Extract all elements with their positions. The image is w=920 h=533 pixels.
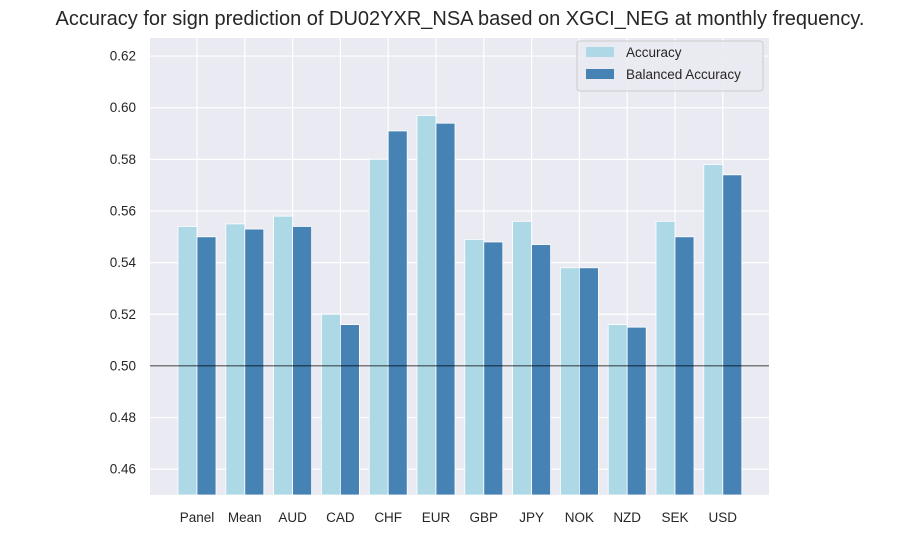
bar-accuracy (177, 226, 198, 496)
bar-balanced-accuracy (579, 267, 599, 496)
bar-accuracy (273, 215, 294, 496)
y-tick-label: 0.50 (110, 358, 136, 373)
x-tick-label: SEK (661, 510, 688, 525)
x-tick-label: NZD (613, 510, 641, 525)
bar-accuracy (225, 223, 246, 496)
bar-accuracy (320, 313, 341, 496)
y-tick-label: 0.56 (110, 203, 136, 218)
bar-balanced-accuracy (292, 226, 313, 496)
x-tick-label: Mean (228, 510, 262, 525)
x-tick-label: AUD (278, 510, 307, 525)
y-tick-label: 0.58 (110, 152, 136, 167)
bar-accuracy (368, 158, 389, 496)
legend: Accuracy Balanced Accuracy (576, 40, 764, 92)
bar-accuracy (512, 220, 532, 496)
bar-balanced-accuracy (626, 326, 647, 496)
y-axis: 0.46 0.48 0.50 0.52 0.54 0.56 0.58 0.60 0.62 (110, 49, 137, 477)
bar-accuracy (703, 164, 724, 496)
y-tick-label: 0.48 (110, 410, 136, 425)
bar-accuracy (464, 238, 485, 496)
x-tick-label: CHF (374, 510, 402, 525)
bar-balanced-accuracy (339, 324, 360, 496)
x-tick-label: JPY (519, 510, 544, 525)
legend-swatch-accuracy (586, 47, 614, 57)
x-tick-label: Panel (180, 510, 215, 525)
legend-swatch-balanced-accuracy (586, 69, 614, 79)
bar-balanced-accuracy (435, 122, 456, 496)
bar-accuracy (416, 115, 437, 496)
legend-label-balanced-accuracy: Balanced Accuracy (626, 67, 741, 82)
bar-accuracy (560, 267, 580, 496)
bar-balanced-accuracy (244, 228, 265, 496)
y-tick-label: 0.54 (110, 255, 137, 270)
bar-balanced-accuracy (531, 244, 551, 496)
bar-balanced-accuracy (722, 174, 743, 496)
bar-balanced-accuracy (483, 241, 504, 496)
x-tick-label: EUR (422, 510, 451, 525)
bar-accuracy (655, 220, 676, 496)
x-axis: Panel Mean AUD CAD CHF EUR GBP JPY NOK NZD SEK USD (180, 510, 738, 525)
legend-box (576, 40, 764, 92)
y-tick-label: 0.52 (110, 307, 136, 322)
bar-balanced-accuracy (387, 130, 408, 496)
bar-accuracy (607, 324, 628, 496)
chart-title: Accuracy for sign prediction of DU02YXR_… (56, 8, 865, 30)
y-tick-label: 0.60 (110, 100, 136, 115)
y-tick-label: 0.62 (110, 49, 136, 64)
y-tick-label: 0.46 (110, 462, 136, 477)
x-tick-label: GBP (470, 510, 499, 525)
x-tick-label: NOK (565, 510, 594, 525)
x-tick-label: USD (709, 510, 738, 525)
x-tick-label: CAD (326, 510, 355, 525)
legend-label-accuracy: Accuracy (626, 45, 682, 60)
